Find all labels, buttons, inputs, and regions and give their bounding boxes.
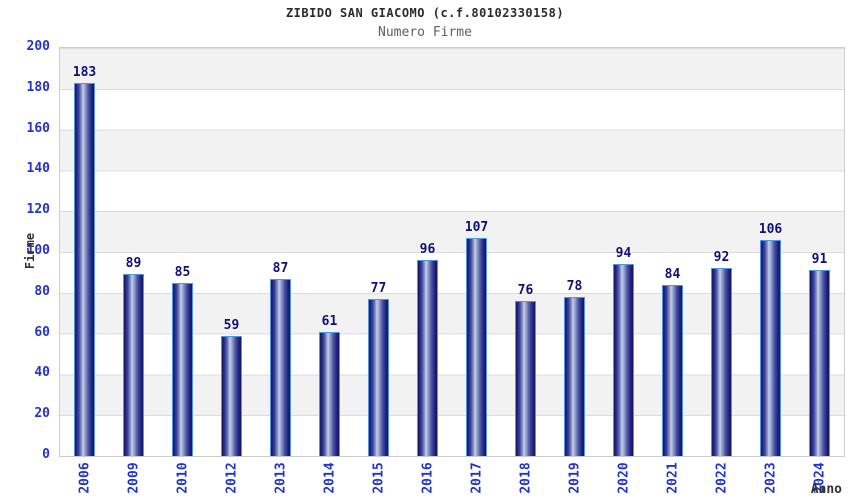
y-tick-label: 0 (42, 447, 50, 462)
y-tick-label: 60 (34, 324, 50, 340)
y-tick-label: 100 (26, 243, 50, 258)
plot-area: 183 89 85 59 87 61 77 96 107 76 78 94 84 92 106 91 (59, 47, 845, 457)
bar (172, 283, 193, 456)
bar-value-label: 77 (370, 281, 387, 296)
y-tick-label: 20 (34, 406, 50, 422)
x-tick-label: 2013 (273, 462, 288, 494)
bar-value-label: 94 (615, 246, 632, 261)
bar (564, 297, 585, 456)
y-tick-label: 140 (26, 161, 50, 177)
bar-value-label: 78 (566, 279, 583, 294)
bar (515, 301, 536, 456)
bar (760, 240, 781, 456)
x-tick-label: 2016 (420, 462, 435, 494)
y-tick-label: 80 (34, 283, 50, 299)
x-tick-label: 2023 (763, 462, 778, 494)
bar (221, 336, 242, 456)
x-tick-label: 2021 (665, 462, 680, 494)
bar-value-label: 85 (174, 265, 191, 280)
y-axis-title: Firme (23, 232, 37, 270)
bar-value-label: 61 (321, 314, 338, 329)
bar (809, 270, 830, 456)
x-tick-label: 2010 (175, 462, 190, 494)
y-tick-label: 120 (26, 202, 50, 218)
bar (368, 299, 389, 456)
bar (662, 285, 683, 456)
bar (123, 274, 144, 456)
bar-value-label: 183 (72, 65, 97, 80)
bar-value-label: 76 (517, 283, 534, 298)
bar (74, 83, 95, 456)
bar-value-label: 84 (664, 267, 681, 282)
x-tick-label: 2020 (616, 462, 631, 494)
bar-value-label: 59 (223, 318, 240, 333)
x-tick-label: 2022 (714, 462, 729, 494)
bar-value-label: 107 (464, 220, 489, 235)
bar (466, 238, 487, 456)
bar-value-label: 89 (125, 256, 142, 271)
x-tick-label: 2019 (567, 462, 582, 494)
bar (417, 260, 438, 456)
y-tick-label: 40 (34, 365, 50, 381)
y-tick-label: 180 (26, 79, 50, 95)
x-tick-label: 2012 (224, 462, 239, 494)
x-tick-label: 2015 (371, 462, 386, 494)
bar-value-label: 91 (811, 252, 828, 267)
x-tick-label: 2017 (469, 462, 484, 494)
bar-value-label: 96 (419, 242, 436, 257)
y-tick-label: 200 (26, 39, 50, 54)
x-tick-label: 2006 (77, 462, 92, 494)
bar-value-label: 87 (272, 261, 289, 276)
bar-value-label: 92 (713, 250, 730, 265)
bar (319, 332, 340, 456)
bar (270, 279, 291, 456)
bar (613, 264, 634, 456)
chart-subtitle: Numero Firme (378, 25, 472, 40)
x-tick-label: 2018 (518, 462, 533, 494)
x-tick-label: 2014 (322, 462, 337, 494)
x-axis-title: Anno (810, 482, 842, 497)
y-tick-label: 160 (26, 120, 50, 136)
x-tick-label: 2009 (126, 462, 141, 494)
chart-title: ZIBIDO SAN GIACOMO (c.f.80102330158) (285, 6, 565, 20)
bar (711, 268, 732, 456)
bar-value-label: 106 (758, 222, 783, 237)
